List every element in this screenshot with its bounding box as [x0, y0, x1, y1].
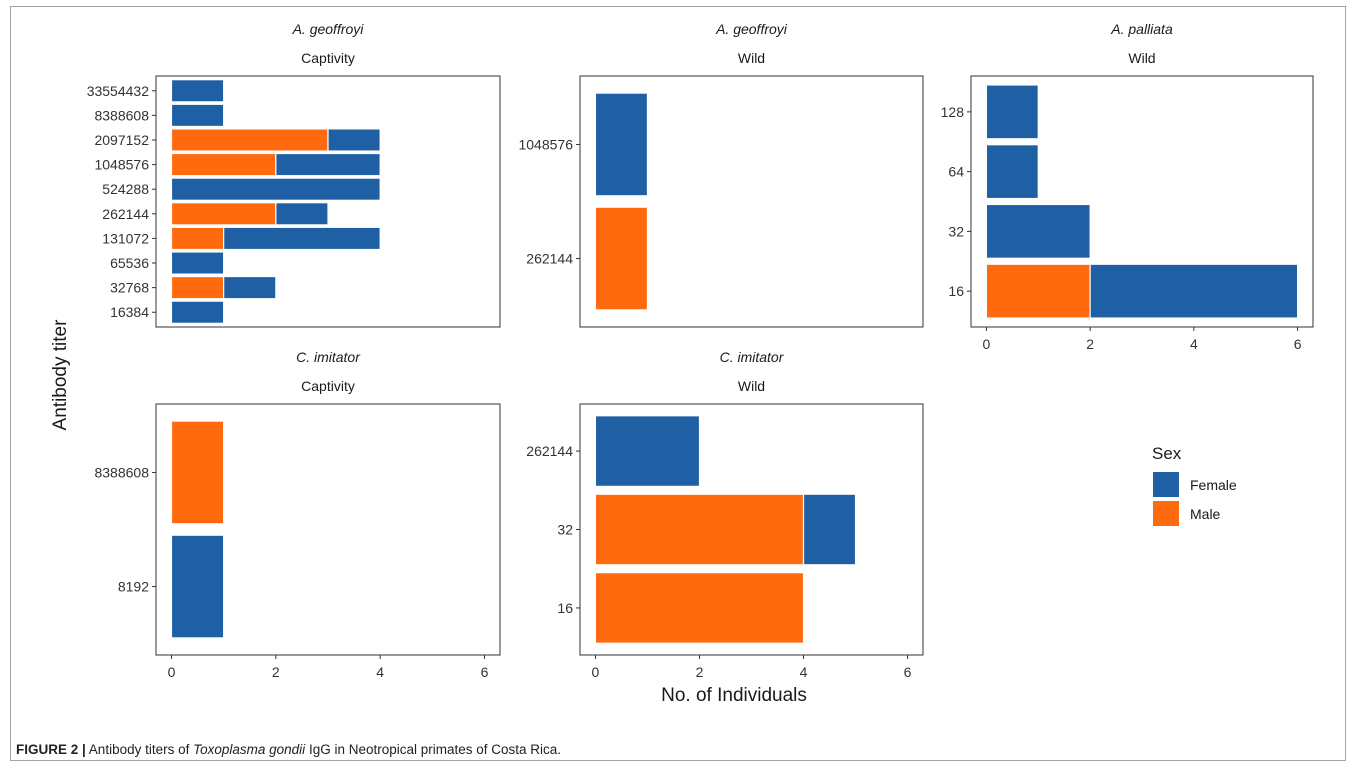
bar-male	[170, 226, 225, 251]
y-tick-label: 524288	[102, 181, 149, 197]
legend-swatch-female	[1153, 472, 1179, 497]
y-tick-label: 128	[941, 104, 965, 120]
y-tick-label: 1048576	[518, 136, 573, 152]
bar-female	[223, 275, 277, 300]
y-tick-label: 8192	[118, 579, 149, 595]
bar-male	[170, 275, 225, 300]
y-tick-label: 262144	[526, 251, 573, 267]
y-tick-label: 32	[557, 522, 573, 538]
bar-male	[985, 263, 1091, 319]
facet-setting-label: Wild	[738, 50, 765, 66]
bar-female	[327, 128, 381, 152]
x-axis-title: No. of Individuals	[661, 685, 807, 706]
facet-species-label: A. geoffroyi	[715, 21, 788, 37]
y-tick-label: 262144	[102, 206, 149, 222]
bar-female	[275, 202, 329, 226]
y-tick-label: 64	[948, 164, 964, 180]
x-tick-label: 0	[168, 664, 176, 680]
x-tick-label: 0	[982, 336, 990, 352]
legend-label-female: Female	[1190, 477, 1237, 493]
bar-male	[594, 572, 805, 644]
bar-female	[275, 152, 381, 177]
x-tick-label: 2	[696, 664, 704, 680]
bar-female	[170, 251, 225, 275]
y-tick-label: 32	[948, 223, 964, 239]
x-tick-label: 4	[800, 664, 808, 680]
facet-setting-label: Wild	[1128, 50, 1155, 66]
y-tick-label: 8388608	[94, 107, 149, 123]
x-tick-label: 2	[1086, 336, 1094, 352]
x-tick-label: 6	[904, 664, 912, 680]
bar-male	[170, 152, 277, 177]
y-tick-label: 16384	[110, 304, 149, 320]
y-tick-label: 32768	[110, 280, 149, 296]
y-tick-label: 16	[557, 600, 573, 616]
bar-female	[170, 534, 225, 639]
y-tick-label: 33554432	[87, 83, 150, 99]
bar-female	[170, 79, 225, 103]
bar-female	[594, 92, 649, 197]
y-axis-title: Antibody titer	[50, 319, 71, 431]
bar-male	[170, 128, 329, 152]
caption-label: FIGURE 2 |	[16, 742, 86, 757]
figure-caption: FIGURE 2 | Antibody titers of Toxoplasma…	[16, 742, 561, 757]
bar-male	[594, 493, 805, 566]
facet-panel-1: A. geoffroyi Captivity 16384 32768 65536 1310…	[87, 21, 501, 328]
bar-male	[170, 420, 225, 525]
caption-text-before: Antibody titers of	[85, 742, 194, 757]
facet-species-label: C. imitator	[720, 349, 785, 365]
bar-female	[223, 226, 381, 251]
facet-species-label: A. geoffroyi	[292, 21, 365, 37]
facet-species-label: C. imitator	[296, 349, 361, 365]
caption-text-after: IgG in Neotropical primates of Costa Ric…	[305, 742, 562, 757]
bar-male	[594, 206, 649, 311]
legend-swatch-male	[1153, 501, 1179, 526]
bar-male	[170, 202, 277, 226]
figure-frame	[10, 6, 1346, 761]
y-tick-label: 1048576	[94, 157, 149, 173]
facet-panel-3: A. palliata Wild 16 32 64 128 0 2 4 6	[941, 21, 1314, 352]
y-tick-label: 8388608	[94, 464, 149, 480]
legend-title: Sex	[1152, 444, 1182, 463]
facet-panel-4: C. imitator Captivity 8192 8388608 0 2 4 6	[94, 349, 501, 680]
y-tick-label: 131072	[102, 230, 149, 246]
facet-panel-2: A. geoffroyi Wild 262144 1048576	[518, 21, 924, 328]
y-tick-label: 16	[948, 283, 964, 299]
legend: Sex Female Male	[1152, 444, 1237, 526]
facet-species-label: A. palliata	[1110, 21, 1173, 37]
bar-female	[985, 144, 1039, 200]
bar-female	[170, 103, 225, 128]
x-tick-label: 6	[1294, 336, 1302, 352]
x-tick-label: 2	[272, 664, 280, 680]
facet-panel-5: C. imitator Wild 16 32 262144 0 2 4 6	[526, 349, 924, 680]
y-tick-label: 2097152	[94, 132, 149, 148]
bar-female	[594, 415, 701, 487]
bar-female	[170, 300, 225, 324]
x-tick-label: 0	[592, 664, 600, 680]
bar-female	[802, 493, 857, 566]
caption-species: Toxoplasma gondii	[193, 742, 306, 757]
facet-setting-label: Captivity	[301, 50, 355, 66]
facet-setting-label: Captivity	[301, 378, 355, 394]
bar-female	[170, 177, 381, 201]
y-tick-label: 65536	[110, 255, 149, 271]
x-tick-label: 6	[481, 664, 489, 680]
bar-female	[1089, 263, 1299, 319]
bar-female	[985, 84, 1039, 140]
x-tick-label: 4	[1190, 336, 1198, 352]
facet-setting-label: Wild	[738, 378, 765, 394]
bar-female	[985, 203, 1091, 259]
y-tick-label: 262144	[526, 443, 573, 459]
legend-label-male: Male	[1190, 506, 1221, 522]
x-tick-label: 4	[376, 664, 384, 680]
